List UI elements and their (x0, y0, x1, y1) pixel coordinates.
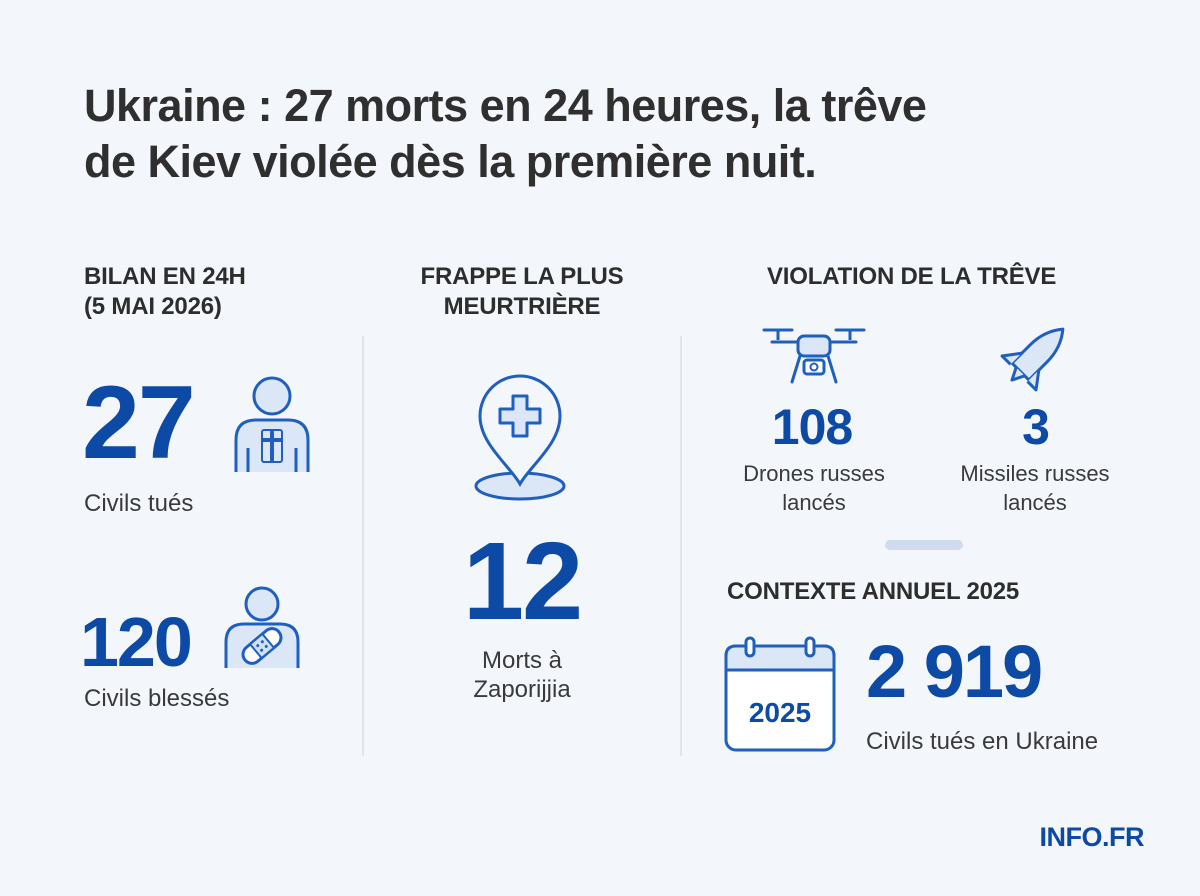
title-line-2: de Kiev violée dès la première nuit. (84, 136, 817, 187)
title-line-1: Ukraine : 27 morts en 24 heures, la trêv… (84, 80, 927, 131)
calendar-year: 2025 (749, 697, 811, 728)
contexte-value: 2 919 (866, 630, 1043, 713)
calendar-icon: 2025 (724, 636, 836, 752)
person-cross-icon (234, 376, 310, 472)
missiles-label-line-1: Missiles russes (960, 461, 1110, 486)
missile-icon (1000, 327, 1065, 392)
drones-label-line-1: Drones russes (743, 461, 885, 486)
frappe-value: 12 (462, 520, 583, 643)
frappe-heading-line-2: MEURTRIÈRE (443, 293, 601, 320)
section-separator (885, 540, 963, 550)
drones-label: Drones russes lancés (720, 459, 908, 517)
bilan-heading-line-2: (5 MAI 2026) (84, 293, 222, 320)
frappe-heading: FRAPPE LA PLUS MEURTRIÈRE (402, 262, 642, 322)
contexte-label: Civils tués en Ukraine (866, 728, 1099, 755)
wounded-value: 120 (80, 603, 193, 681)
killed-value: 27 (82, 365, 196, 481)
person-bandage-icon (224, 586, 300, 668)
frappe-heading-line-1: FRAPPE LA PLUS (420, 263, 624, 290)
column-divider-1 (362, 336, 364, 756)
location-medical-pin-icon (474, 374, 566, 501)
drones-label-line-2: lancés (782, 490, 846, 515)
violation-heading: VIOLATION DE LA TRÊVE (767, 263, 1057, 290)
drone-icon (762, 328, 866, 384)
bilan-heading-line-1: BILAN EN 24H (84, 263, 246, 290)
column-divider-2 (680, 336, 682, 756)
bilan-heading: BILAN EN 24H (5 MAI 2026) (84, 262, 246, 322)
missiles-value: 3 (1022, 399, 1050, 455)
wounded-label: Civils blessés (84, 685, 230, 712)
missiles-label-line-2: lancés (1003, 490, 1067, 515)
frappe-label: Morts à Zaporijjia (402, 646, 642, 704)
page-title: Ukraine : 27 morts en 24 heures, la trêv… (84, 78, 1144, 190)
brand-logo: INFO.FR (1039, 822, 1145, 852)
killed-label: Civils tués (84, 490, 194, 517)
missiles-label: Missiles russes lancés (940, 459, 1130, 517)
contexte-heading: CONTEXTE ANNUEL 2025 (727, 578, 1020, 605)
drones-value: 108 (771, 399, 853, 455)
frappe-label-line-2: Zaporijjia (473, 676, 571, 703)
frappe-label-line-1: Morts à (481, 647, 562, 674)
